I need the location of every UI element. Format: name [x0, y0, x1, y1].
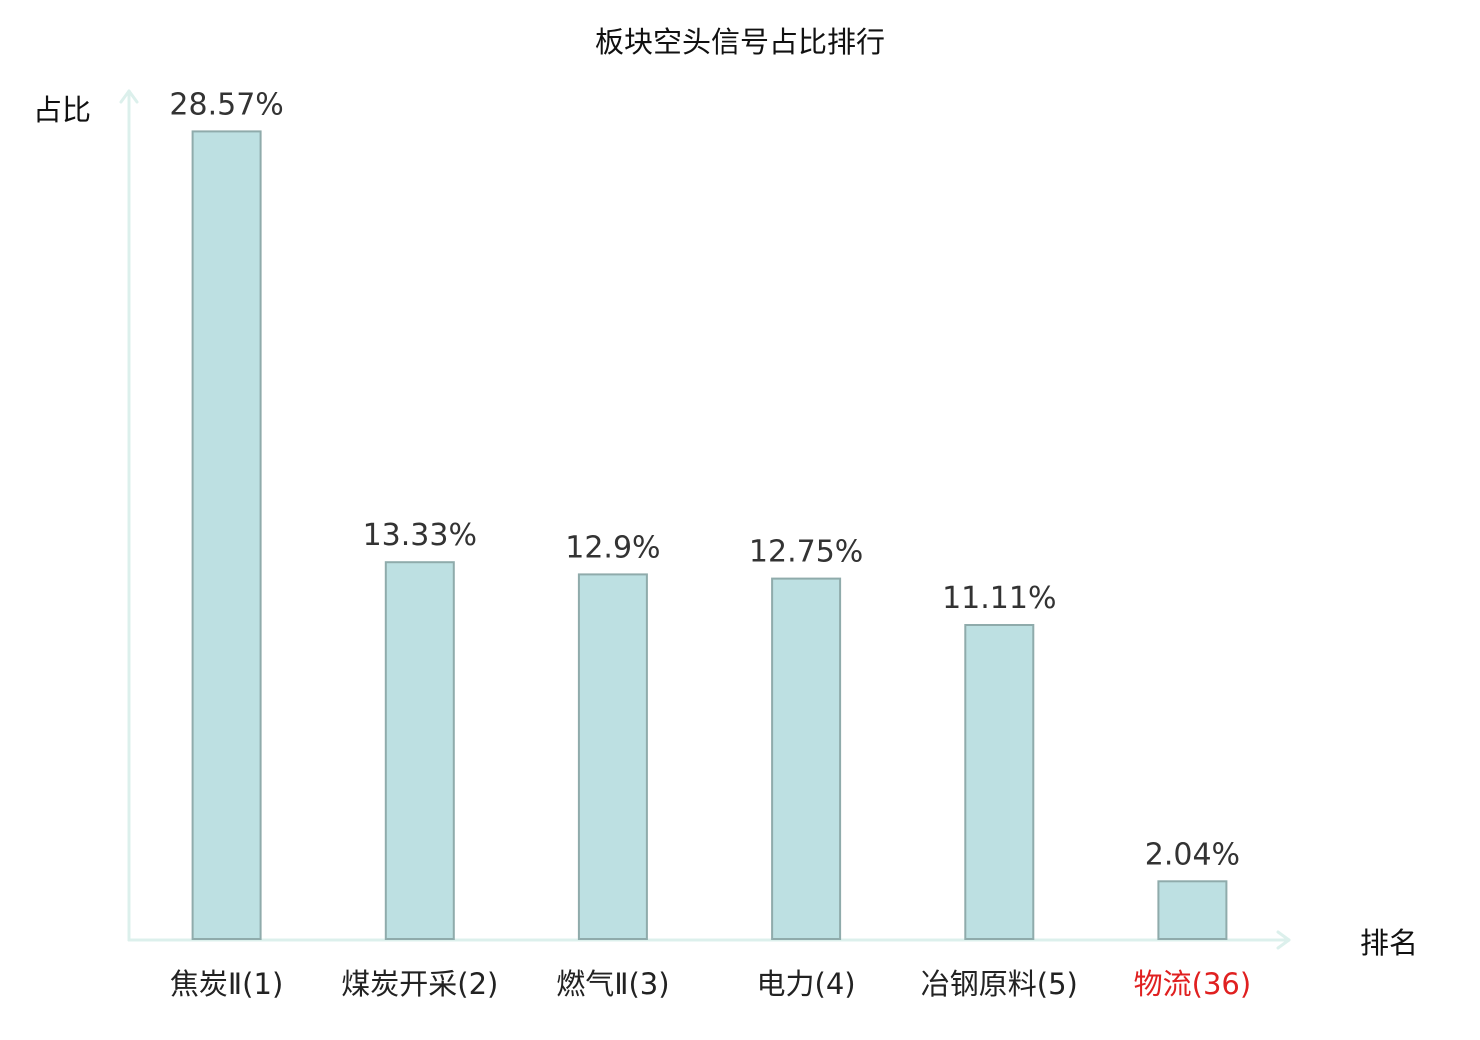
- category-label-1: 焦炭Ⅱ(1): [170, 967, 283, 1001]
- bar-1: [191, 130, 262, 940]
- value-label-3: 12.9%: [565, 530, 660, 565]
- bars: [191, 130, 1228, 941]
- category-label-2: 煤炭开采(2): [341, 967, 498, 1001]
- x-axis-arrow: [1276, 930, 1291, 950]
- bar-5: [964, 624, 1035, 940]
- y-axis-label: 占比: [33, 93, 91, 127]
- category-label-3: 燃气Ⅱ(3): [556, 967, 669, 1001]
- category-label-6: 物流(36): [1134, 967, 1252, 1001]
- value-label-2: 13.33%: [363, 518, 477, 553]
- value-label-6: 2.04%: [1145, 837, 1240, 872]
- bar-4: [771, 577, 842, 940]
- chart-title: 板块空头信号占比排行: [595, 25, 885, 59]
- bar-3: [577, 573, 648, 941]
- category-labels: 焦炭Ⅱ(1) 煤炭开采(2) 燃气Ⅱ(3) 电力(4) 冶钢原料(5) 物流(36): [170, 967, 1251, 1001]
- axes: [119, 89, 1291, 950]
- value-label-4: 12.75%: [749, 535, 863, 570]
- value-label-5: 11.11%: [942, 581, 1056, 616]
- value-labels: 28.57% 13.33% 12.9% 12.75% 11.11% 2.04%: [169, 87, 1240, 872]
- bar-2: [384, 561, 455, 940]
- y-axis-arrow: [119, 89, 139, 104]
- x-axis-label: 排名: [1360, 926, 1418, 960]
- category-label-4: 电力(4): [757, 967, 856, 1001]
- category-label-5: 冶钢原料(5): [921, 967, 1078, 1001]
- value-label-1: 28.57%: [169, 87, 283, 122]
- bar-6: [1157, 880, 1228, 940]
